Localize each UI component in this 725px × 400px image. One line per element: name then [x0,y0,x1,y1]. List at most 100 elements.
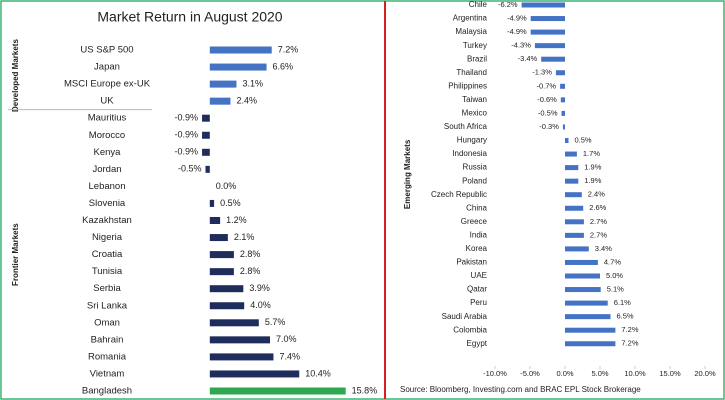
bar [565,192,582,198]
x-tick-label: -10.0% [483,369,507,378]
bar [565,219,584,225]
value-label: -0.9% [175,130,199,140]
category-label: Pakistan [456,258,487,267]
value-label: -0.9% [175,147,199,157]
category-label: Taiwan [462,95,487,104]
value-label: 3.1% [242,78,263,88]
value-label: -0.5% [178,164,202,174]
category-label: China [466,203,487,212]
category-label: Qatar [467,285,487,294]
category-label: Hungary [457,136,487,145]
x-tick-label: -5.0% [520,369,540,378]
bar [565,300,608,306]
bar [565,138,569,143]
value-label: 2.4% [236,96,257,106]
category-label: Korea [466,244,488,253]
category-label: Lebanon [89,181,126,192]
bar [565,327,616,333]
value-label: 2.7% [590,230,607,239]
category-label: Mexico [462,109,488,118]
category-label: Chile [469,0,488,9]
category-label: US S&P 500 [80,45,133,56]
category-label: Czech Republic [431,190,487,199]
bar [565,259,598,265]
category-label: Oman [94,317,120,328]
bar [534,43,565,49]
value-label: -0.9% [175,113,199,123]
bar [565,341,616,347]
value-label: 0.0% [216,181,237,191]
category-label: Malaysia [455,27,487,36]
bar [209,285,244,293]
value-label: 15.8% [352,385,378,395]
bar [209,370,300,378]
value-label: 5.0% [606,271,623,280]
value-label: 2.8% [240,266,261,276]
category-label: Kazakhstan [82,215,132,226]
category-label: Serbia [93,283,121,294]
bar [209,353,274,361]
category-label: Colombia [453,325,487,334]
bar [560,97,565,103]
bar [555,70,565,76]
value-label: -0.6% [537,95,557,104]
category-label: Argentina [453,14,488,23]
category-label: Morocco [89,130,125,141]
x-tick-label: 0.0% [556,369,573,378]
group-label: Emerging Markets [403,139,412,209]
value-label: 2.6% [589,203,606,212]
value-label: -4.9% [507,14,527,23]
x-tick-label: 20.0% [694,369,716,378]
bar [565,178,579,184]
bar [209,387,346,395]
x-tick-label: 15.0% [659,369,681,378]
category-label: Croatia [92,249,123,260]
category-label: Tunisia [92,266,123,277]
value-label: 10.4% [305,368,331,378]
category-label: Greece [461,217,488,226]
category-label: Slovenia [89,198,126,209]
bar [565,314,611,320]
category-label: Nigeria [92,232,123,243]
category-label: Peru [470,298,487,307]
value-label: -0.3% [539,122,559,131]
value-label: -6.2% [498,0,518,9]
category-label: Bahrain [91,334,124,345]
bar [530,16,565,22]
bar [565,205,584,211]
category-label: Poland [462,176,487,185]
category-label: South Africa [444,122,488,131]
value-label: 7.4% [279,351,300,361]
source-note: Source: Bloomberg, Investing.com and BRA… [400,385,641,394]
value-label: 6.6% [273,61,294,71]
bar [530,29,565,35]
bar [209,251,234,259]
category-label: Russia [463,163,488,172]
category-label: MSCI Europe ex-UK [64,79,151,90]
value-label: -4.9% [507,27,527,36]
bar [565,287,601,293]
category-label: Egypt [467,339,488,348]
value-label: -3.4% [518,54,538,63]
value-label: 7.2% [621,325,638,334]
category-label: Saudi Arabia [442,312,488,321]
bar [209,217,221,224]
group-label: Frontier Markets [11,223,20,286]
value-label: 2.8% [240,249,261,259]
value-label: 4.0% [250,300,271,310]
value-label: 1.7% [583,149,600,158]
bar [565,165,579,171]
bar [561,110,565,116]
value-label: 3.9% [249,283,270,293]
bar [562,124,565,130]
bar [209,302,245,310]
bar [202,114,210,122]
value-label: 6.5% [617,312,634,321]
category-label: Brazil [467,54,487,63]
value-label: 1.9% [584,176,601,185]
bar [209,199,215,207]
bar [209,97,231,105]
chart-title: Market Return in August 2020 [97,9,282,25]
category-label: India [470,230,488,239]
